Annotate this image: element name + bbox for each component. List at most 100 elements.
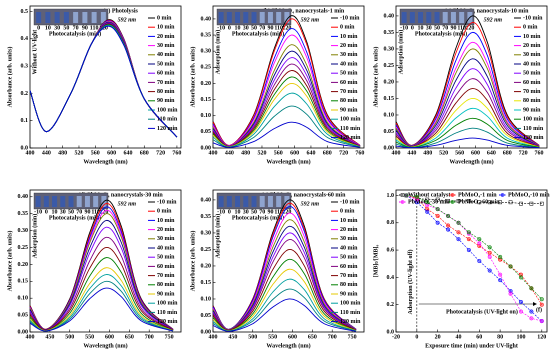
inset-vial <box>459 12 465 23</box>
legend-label: 70 min <box>157 273 175 279</box>
inset-vial <box>73 12 79 23</box>
data-point <box>487 250 492 255</box>
legend-label: 80 min <box>340 282 358 288</box>
x-tick-label: 440 <box>42 150 51 156</box>
y-tick-label: 0.35 <box>384 30 395 36</box>
series-line <box>212 206 357 330</box>
series-line <box>212 278 357 332</box>
legend-label: 10 min <box>157 25 175 31</box>
inset-tick-label: 110 <box>90 25 99 31</box>
x-tick-label: 80 <box>497 334 503 340</box>
y-tick-label: 0.25 <box>384 63 395 69</box>
legend-label: 0 min <box>523 25 538 31</box>
legend-marker <box>450 200 455 204</box>
inset-vial <box>235 196 241 207</box>
series-line <box>406 195 543 300</box>
legend-label: 20 min <box>340 43 358 49</box>
legend-label: 100 min <box>523 117 544 123</box>
inset-tick-label: 50 <box>63 25 69 31</box>
series-line <box>29 25 178 138</box>
x-tick-label: 700 <box>145 334 154 340</box>
inset-tick-label: 90 <box>84 209 90 215</box>
y-tick-label: 0.10 <box>384 112 395 118</box>
y-axis-label: Absorbance (arb. units) <box>189 231 196 292</box>
x-tick-label: 400 <box>209 334 218 340</box>
x-tick-label: 520 <box>257 150 266 156</box>
legend-label: 40 min <box>157 52 175 58</box>
x-tick-label: 450 <box>45 334 54 340</box>
inset-vial <box>52 196 58 207</box>
data-point <box>518 299 524 305</box>
inset-tick-label: 30 <box>243 25 249 31</box>
legend-label: 60 min <box>340 80 358 86</box>
data-point <box>539 201 544 206</box>
legend-label: 100 min <box>340 117 361 123</box>
inset-tick-label: 90 <box>267 25 273 31</box>
inset-vial <box>259 12 265 23</box>
data-point <box>456 199 461 203</box>
y-tick-label: 0.40 <box>201 16 212 22</box>
legend-label: 40 min <box>340 245 358 251</box>
inset-vial <box>45 12 51 23</box>
data-point <box>446 199 450 203</box>
x-tick-label: 680 <box>503 150 512 156</box>
data-point <box>498 200 502 205</box>
legend-label: 110 min <box>340 310 361 316</box>
y-tick-label: 0.10 <box>201 113 212 119</box>
data-point <box>425 197 430 202</box>
legend-label: 90 min <box>523 107 541 113</box>
y-tick-label: 0.35 <box>201 32 212 38</box>
series-line <box>212 121 360 148</box>
x-tick-label: 720 <box>156 150 165 156</box>
legend-marker <box>500 193 505 197</box>
y-tick-label: 0.1 <box>21 118 29 124</box>
inset-tick-label: 10 <box>235 209 241 215</box>
y-axis-label: Absorbance (arb. units) <box>6 231 13 292</box>
y-tick-label: 0.30 <box>384 46 395 52</box>
data-point <box>529 286 534 291</box>
y-tick-label: 0.15 <box>18 279 29 285</box>
series-line <box>29 22 178 138</box>
y-tick-label: 0.25 <box>201 65 212 71</box>
x-tick-label: 450 <box>228 334 237 340</box>
series-line <box>395 48 540 147</box>
inset-caption: Adsorption (min) <box>397 30 404 75</box>
inset-vial <box>35 196 41 207</box>
x-tick-label: 560 <box>91 150 100 156</box>
legend-label: -10 min <box>157 199 177 205</box>
legend-label: 0 min <box>157 15 172 21</box>
data-point <box>508 264 513 269</box>
arrow-head <box>533 302 537 306</box>
legend-label: 20 min <box>157 34 175 40</box>
inset-tick-label: 70 <box>73 25 79 31</box>
series-line <box>29 206 174 331</box>
x-tick-label: 600 <box>107 150 116 156</box>
legend-label: -10 min <box>340 199 360 205</box>
x-axis-label: Exposure time (min) under UV-light <box>425 342 518 349</box>
legend-label: 110 min <box>523 126 544 132</box>
data-point <box>539 302 544 307</box>
y-tick-label: 0.05 <box>201 313 212 319</box>
data-point <box>477 258 482 264</box>
y-tick-label: 0.15 <box>201 97 212 103</box>
y-tick-label: 0.05 <box>18 312 29 318</box>
y-tick-label: 0.20 <box>384 79 395 85</box>
peak-label: 592 nm <box>118 201 137 207</box>
data-point <box>529 316 534 321</box>
y-tick-label: 0.40 <box>384 13 395 19</box>
x-tick-label: 560 <box>455 150 464 156</box>
inset-tick-label: 70 <box>76 209 82 215</box>
legend-label: 10 min <box>340 218 358 224</box>
legend-label: 40 min <box>340 61 358 67</box>
legend-label: 10 min <box>523 34 541 40</box>
legend-marker <box>400 200 405 204</box>
x-tick-label: 720 <box>339 150 348 156</box>
y-tick-label: 0.4 <box>21 36 29 42</box>
legend-label: 100 min <box>340 301 361 307</box>
series-line <box>395 98 540 148</box>
x-tick-label: 400 <box>26 150 35 156</box>
data-point <box>477 237 482 242</box>
x-tick-label: 520 <box>74 150 83 156</box>
inset-tick-label: 0 <box>37 25 40 31</box>
legend-label: 30 min <box>340 52 358 58</box>
